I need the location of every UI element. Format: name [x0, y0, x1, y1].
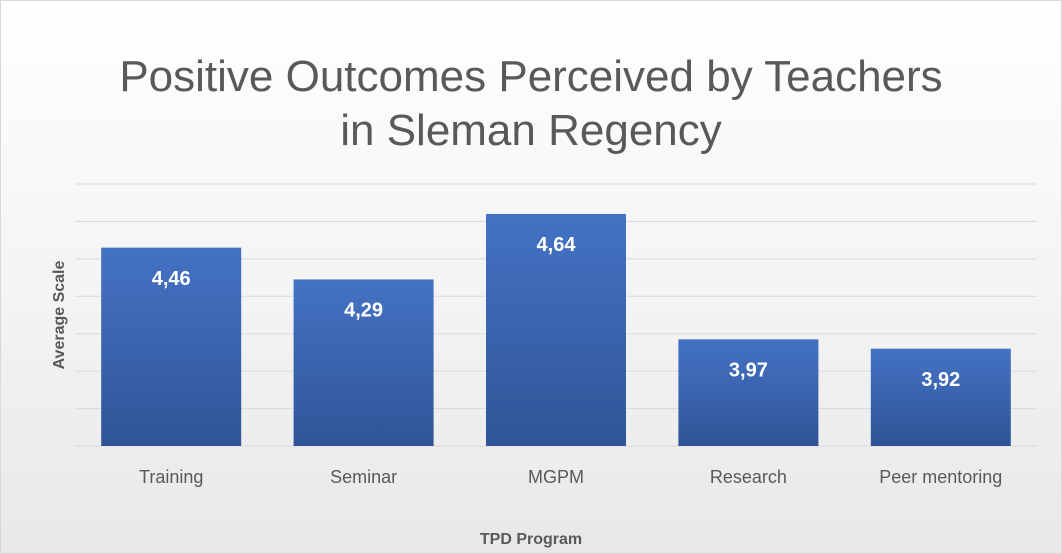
bar [486, 213, 626, 446]
bar [678, 339, 819, 446]
x-axis-title: TPD Program [480, 531, 582, 548]
data-label: 4,46 [152, 268, 191, 290]
x-tick-label: Training [139, 467, 203, 487]
bar [870, 348, 1011, 446]
data-label: 3,97 [729, 360, 768, 382]
x-tick-label: Peer mentoring [879, 467, 1002, 487]
x-tick-label: Research [710, 467, 787, 487]
bar [101, 247, 242, 446]
data-label: 4,64 [537, 234, 577, 256]
y-axis-title: Average Scale [51, 260, 68, 369]
x-tick-label: MGPM [528, 467, 584, 487]
data-label: 3,92 [921, 369, 960, 391]
bar [293, 279, 434, 446]
x-tick-label: Seminar [330, 467, 397, 487]
data-label: 4,29 [344, 300, 383, 322]
chart-title: Positive Outcomes Perceived by Teachers … [119, 52, 943, 155]
